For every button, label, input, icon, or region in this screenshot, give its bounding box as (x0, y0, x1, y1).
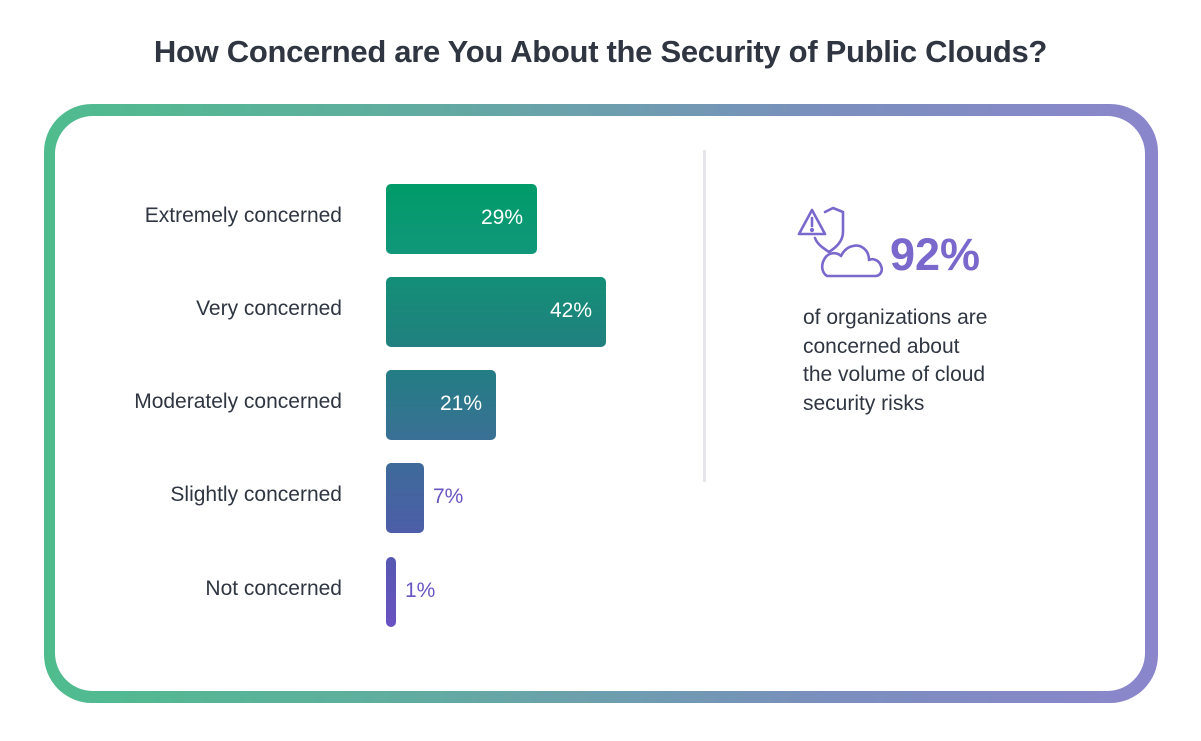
bar-extremely-concerned: 29% (386, 184, 537, 254)
stat-description-line: concerned about (803, 334, 960, 358)
bar-row: Moderately concerned 21% (55, 370, 1145, 440)
stat-description-line: of organizations are (803, 306, 988, 329)
chart-title: How Concerned are You About the Security… (153, 34, 1048, 69)
bar-not-concerned (386, 557, 396, 627)
bar-very-concerned: 42% (386, 277, 606, 347)
stat-description-line: the volume of cloud (803, 363, 986, 386)
bar-value: 7% (433, 485, 464, 508)
bar-label: Extremely concerned (144, 204, 342, 227)
stat-description-line: security risks (803, 391, 925, 415)
bar-value: 1% (405, 579, 436, 602)
chart-card: Extremely concerned 29% Very concerned 4… (55, 116, 1145, 691)
bar-value: 21% (439, 392, 482, 415)
bar-label: Moderately concerned (134, 390, 342, 413)
bar-label: Slightly concerned (170, 483, 342, 506)
bar-row: Slightly concerned 7% (55, 463, 1145, 533)
bar-label: Not concerned (205, 577, 342, 600)
bar-row: Not concerned 1% (55, 557, 1145, 627)
bar-value: 29% (480, 206, 523, 229)
stat-description: of organizations are concerned about the… (803, 304, 1043, 418)
bar-row: Very concerned 42% (55, 277, 1145, 347)
divider (703, 150, 706, 482)
bar-label: Very concerned (196, 297, 342, 320)
bar-slightly-concerned (386, 463, 424, 533)
bar-moderately-concerned: 21% (386, 370, 496, 440)
bar-row: Extremely concerned 29% (55, 184, 1145, 254)
bar-value: 42% (549, 299, 592, 322)
cloud-shield-warning-icon (797, 206, 883, 278)
stat-value: 92% (890, 229, 981, 280)
